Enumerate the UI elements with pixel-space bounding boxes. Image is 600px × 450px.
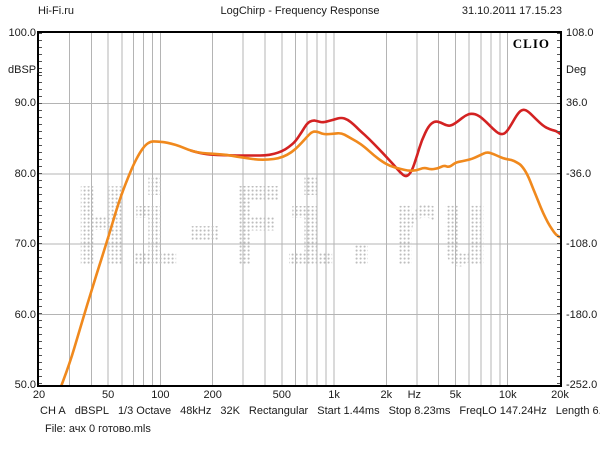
right-axis-minor-ticks <box>557 33 560 385</box>
x-axis-tick-label: 100 <box>151 389 170 401</box>
measurement-title: LogChirp - Frequency Response <box>220 5 380 17</box>
x-axis-tick-label: 20 <box>32 389 46 401</box>
x-axis-tick-label: 1k <box>328 389 340 401</box>
x-axis-tick-label: 10k <box>498 389 517 401</box>
x-axis-tick-label: 20k <box>551 389 569 401</box>
left-axis-unit-label: dBSPL <box>8 64 43 76</box>
left-axis-tick-label: 80.0 <box>14 167 36 180</box>
x-axis-tick-label: 500 <box>272 389 291 401</box>
status-item: CH A <box>40 405 66 417</box>
plot-canvas: Hi-Fi.ru <box>39 33 560 385</box>
x-axis-unit-label: Hz <box>407 389 422 401</box>
right-axis-tick-label: -108.0 <box>566 238 598 251</box>
status-item: Rectangular <box>248 405 309 417</box>
left-axis-tick-label: 50.0 <box>14 379 36 391</box>
right-axis-unit-label: Deg <box>566 64 587 76</box>
left-axis-tick-label: 70.0 <box>14 238 36 251</box>
right-axis-tick-label: 36.0 <box>566 97 588 110</box>
x-axis-tick-label: 50 <box>101 389 115 401</box>
status-item: FreqLO 147.24Hz <box>459 405 547 417</box>
status-item: Stop 8.23ms <box>388 405 451 417</box>
right-axis-tick-label: -252.0 <box>566 379 598 391</box>
measurement-settings-bar: CH A dBSPL 1/3 Octave 48kHz 32K Rectangular St… <box>40 405 600 417</box>
left-axis-minor-ticks <box>39 33 42 385</box>
status-item: 48kHz <box>180 405 212 417</box>
clio-logo: CLIO <box>512 36 550 51</box>
status-item: Start 1.44ms <box>317 405 380 417</box>
x-axis-tick-label: 5k <box>449 389 462 401</box>
watermark-site-label: Hi-Fi.ru <box>38 5 75 17</box>
right-axis-tick-label: 108.0 <box>566 27 594 39</box>
right-axis-tick-label: -180.0 <box>566 308 598 321</box>
watermark-text: Hi-Fi.ru <box>75 166 491 291</box>
left-axis-tick-label: 90.0 <box>14 97 36 110</box>
x-axis-tick-label: 2k <box>380 389 393 401</box>
response-orange-curve <box>60 130 560 385</box>
left-axis-tick-label: 100.0 <box>8 27 36 39</box>
status-item: dBSPL <box>74 405 109 417</box>
status-item: 32K <box>220 405 240 417</box>
frequency-response-plot: Hi-Fi.ru CLIO <box>37 31 562 387</box>
left-axis-tick-label: 60.0 <box>14 308 36 321</box>
file-name-label: File: ачх 0 готово.mls <box>45 423 151 435</box>
x-axis-tick-label: 200 <box>203 389 222 401</box>
timestamp: 31.10.2011 17.15.23 <box>461 5 562 17</box>
gridlines <box>39 33 560 385</box>
status-item: 1/3 Octave <box>117 405 172 417</box>
right-axis-tick-label: -36.0 <box>566 167 592 180</box>
response-red-curve <box>189 108 560 178</box>
status-item: Length 6.79ms <box>555 405 600 417</box>
